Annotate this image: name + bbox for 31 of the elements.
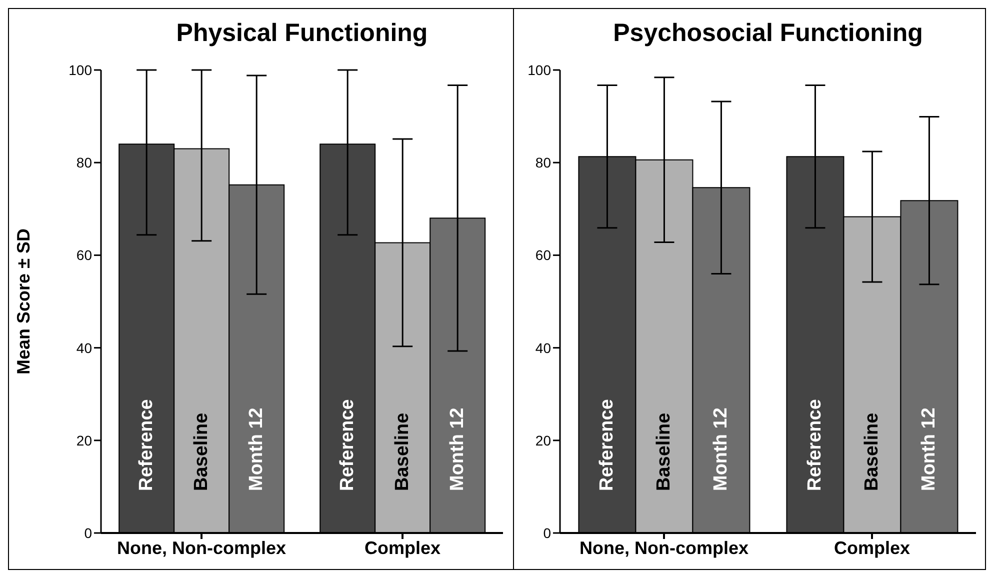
- y-tick-label: 0: [84, 524, 92, 541]
- y-tick-label: 100: [528, 62, 552, 78]
- y-tick-label: 80: [76, 154, 92, 171]
- series-label: Reference: [596, 399, 618, 491]
- x-tick-label: None, Non-complex: [116, 538, 286, 558]
- y-tick-label: 40: [535, 340, 552, 356]
- text: Month 12: [918, 408, 940, 491]
- series-label: Month 12: [710, 408, 732, 491]
- series-label: Baseline: [191, 412, 212, 491]
- x-tick-label: None, Non-complex: [579, 538, 749, 558]
- y-tick-label: 0: [543, 524, 552, 541]
- text: Reference: [804, 399, 826, 491]
- y-tick-label: 80: [535, 154, 552, 171]
- chart-title: Psychosocial Functioning: [612, 19, 924, 48]
- y-tick-label: 60: [76, 247, 92, 264]
- series-label: Month 12: [246, 408, 268, 491]
- x-tick-label: Complex: [364, 538, 441, 558]
- text: Reference: [337, 399, 358, 491]
- chart-title: Physical Functioning: [175, 19, 429, 48]
- x-tick-label: Complex: [834, 538, 910, 558]
- text: Baseline: [392, 412, 414, 491]
- series-label: Baseline: [654, 412, 675, 491]
- series-label: Reference: [136, 399, 158, 491]
- y-tick-label: 60: [535, 247, 552, 264]
- y-tick-label: 20: [535, 432, 552, 448]
- y-axis-title: Mean Score ± SD: [13, 228, 34, 374]
- y-tick-label: 20: [76, 432, 92, 448]
- text: Month 12: [447, 408, 468, 491]
- y-tick-label: 40: [76, 340, 92, 356]
- y-tick-label: 100: [68, 62, 92, 78]
- text: Baseline: [862, 412, 883, 491]
